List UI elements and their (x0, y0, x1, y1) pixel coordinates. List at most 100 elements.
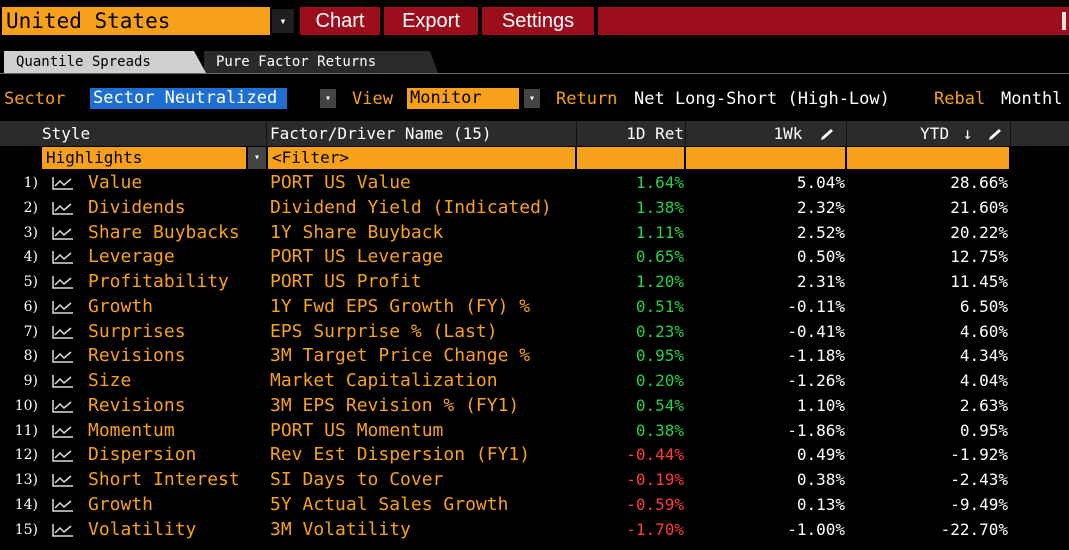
filter-cell-1d[interactable] (577, 147, 684, 169)
chevron-down-icon[interactable]: ▾ (248, 147, 266, 169)
row-1wk-ret: -1.00% (787, 519, 845, 539)
tab-quantile-spreads[interactable]: Quantile Spreads (4, 51, 194, 73)
pencil-icon[interactable] (818, 128, 840, 142)
table-row[interactable]: 8) Revisions 3M Target Price Change % 0.95%… (0, 344, 1069, 369)
toolbar-edge-marker (1062, 12, 1066, 30)
line-chart-icon[interactable] (52, 176, 74, 190)
line-chart-icon[interactable] (52, 424, 74, 438)
column-header-style[interactable]: Style (42, 124, 91, 143)
row-1wk-ret: -1.18% (787, 346, 845, 366)
row-1wk-ret: 0.50% (796, 247, 845, 267)
toolbar-filler (598, 7, 1069, 35)
column-header-name[interactable]: Factor/Driver Name (15) (270, 124, 492, 143)
view-select[interactable]: Monitor (407, 88, 519, 109)
rebal-value[interactable]: Monthl (1001, 89, 1063, 109)
row-ytd-ret: -1.92% (950, 445, 1008, 465)
table-row[interactable]: 13) Short Interest SI Days to Cover -0.19% 0… (0, 468, 1069, 493)
row-factor-name: 3M Target Price Change % (270, 345, 531, 367)
table-row[interactable]: 12) Dispersion Rev Est Dispersion (FY1) -0.… (0, 443, 1069, 468)
country-select[interactable]: United States (2, 7, 270, 35)
row-1d-ret: 1.38% (635, 197, 684, 217)
row-ytd-ret: 4.60% (959, 321, 1008, 341)
chevron-down-icon[interactable]: ▾ (272, 9, 294, 33)
column-header-1d-ret[interactable]: 1D Ret (626, 124, 684, 143)
line-chart-icon[interactable] (52, 349, 74, 363)
row-factor-name: 3M Volatility (270, 518, 411, 540)
chart-button[interactable]: Chart (300, 7, 380, 35)
return-value[interactable]: Net Long-Short (High-Low) (634, 89, 890, 109)
row-number: 8) (23, 348, 38, 365)
row-1d-ret: 0.51% (635, 296, 684, 316)
row-1wk-ret: 2.31% (796, 272, 845, 291)
row-factor-name: PORT US Momentum (270, 419, 444, 441)
pencil-icon[interactable] (986, 128, 1008, 142)
table-row[interactable]: 7) Surprises EPS Surprise % (Last) 0.23% -0.… (0, 320, 1069, 345)
row-1d-ret: -0.59% (626, 494, 684, 514)
row-factor-name: PORT US Value (270, 172, 411, 193)
row-1d-ret: 0.54% (635, 395, 684, 415)
row-factor-name: Rev Est Dispersion (FY1) (270, 444, 531, 466)
sector-label: Sector (4, 89, 66, 109)
line-chart-icon[interactable] (52, 473, 74, 487)
table-row[interactable]: 1) Value PORT US Value 1.64% 5.04% 28.66% (0, 171, 1069, 196)
row-number: 1) (23, 175, 38, 191)
line-chart-icon[interactable] (52, 226, 74, 240)
tab-pure-factor-returns[interactable]: Pure Factor Returns (204, 51, 430, 73)
table-row[interactable]: 2) Dividends Dividend Yield (Indicated) 1.3… (0, 196, 1069, 221)
row-1wk-ret: -1.26% (787, 371, 845, 390)
line-chart-icon[interactable] (52, 300, 74, 314)
row-ytd-ret: 20.22% (950, 222, 1008, 242)
line-chart-icon[interactable] (52, 523, 74, 537)
row-1wk-ret: 0.13% (796, 494, 845, 514)
filter-cell-1wk[interactable] (686, 147, 845, 169)
row-1d-ret: 0.20% (635, 371, 684, 390)
table-row[interactable]: 15) Volatility 3M Volatility -1.70% -1.00% -2… (0, 518, 1069, 543)
row-number: 5) (23, 274, 38, 290)
table-row[interactable]: 6) Growth 1Y Fwd EPS Growth (FY) % 0.51% -0.… (0, 295, 1069, 320)
column-header-1wk[interactable]: 1Wk (690, 121, 840, 146)
export-button[interactable]: Export (384, 7, 478, 35)
table-row[interactable]: 9) Size Market Capitalization 0.20% -1.26% 4.… (0, 369, 1069, 394)
line-chart-icon[interactable] (52, 498, 74, 512)
row-factor-name: PORT US Profit (270, 271, 422, 292)
table-row[interactable]: 14) Growth 5Y Actual Sales Growth -0.59% 0.1… (0, 493, 1069, 518)
highlights-select[interactable]: Highlights (42, 147, 246, 169)
line-chart-icon[interactable] (52, 325, 74, 339)
table-row[interactable]: 11) Momentum PORT US Momentum 0.38% -1.86% 0.… (0, 419, 1069, 444)
row-ytd-ret: 12.75% (950, 247, 1008, 267)
row-style: Value (88, 172, 143, 193)
row-1d-ret: -0.19% (626, 470, 684, 489)
row-1d-ret: -1.70% (626, 519, 684, 539)
table-row[interactable]: 5) Profitability PORT US Profit 1.20% 2.31% 1… (0, 270, 1069, 295)
row-factor-name: 5Y Actual Sales Growth (270, 493, 509, 515)
row-number: 3) (23, 224, 38, 241)
line-chart-icon[interactable] (52, 374, 74, 388)
chevron-down-icon[interactable]: ▾ (524, 89, 540, 108)
row-style: Profitability (88, 271, 229, 292)
row-1wk-ret: 0.38% (796, 470, 845, 489)
filter-cell-ytd[interactable] (847, 147, 1009, 169)
line-chart-icon[interactable] (52, 201, 74, 215)
row-factor-name: EPS Surprise % (Last) (270, 320, 498, 342)
row-ytd-ret: -9.49% (950, 494, 1008, 514)
row-1wk-ret: 2.32% (796, 197, 845, 217)
table-row[interactable]: 4) Leverage PORT US Leverage 0.65% 0.50% 12.7… (0, 245, 1069, 270)
line-chart-icon[interactable] (52, 275, 74, 289)
row-style: Momentum (88, 419, 175, 441)
line-chart-icon[interactable] (52, 448, 74, 462)
table-row[interactable]: 3) Share Buybacks 1Y Share Buyback 1.11% 2.5… (0, 221, 1069, 246)
row-style: Growth (88, 493, 154, 515)
row-ytd-ret: -2.43% (950, 470, 1008, 489)
row-1wk-ret: -0.41% (787, 321, 845, 341)
chevron-down-icon[interactable]: ▾ (320, 89, 336, 108)
table-row[interactable]: 10) Revisions 3M EPS Revision % (FY1) 0.54%… (0, 394, 1069, 419)
row-style: Size (88, 370, 132, 391)
column-header-ytd[interactable]: YTD ↓ (846, 121, 1008, 146)
sector-select[interactable]: Sector Neutralized (90, 88, 287, 109)
settings-button[interactable]: Settings (482, 7, 594, 35)
table-header (0, 121, 1069, 146)
name-filter-input[interactable]: <Filter> (268, 147, 575, 169)
line-chart-icon[interactable] (52, 250, 74, 264)
line-chart-icon[interactable] (52, 399, 74, 413)
row-1d-ret: 0.95% (635, 346, 684, 366)
